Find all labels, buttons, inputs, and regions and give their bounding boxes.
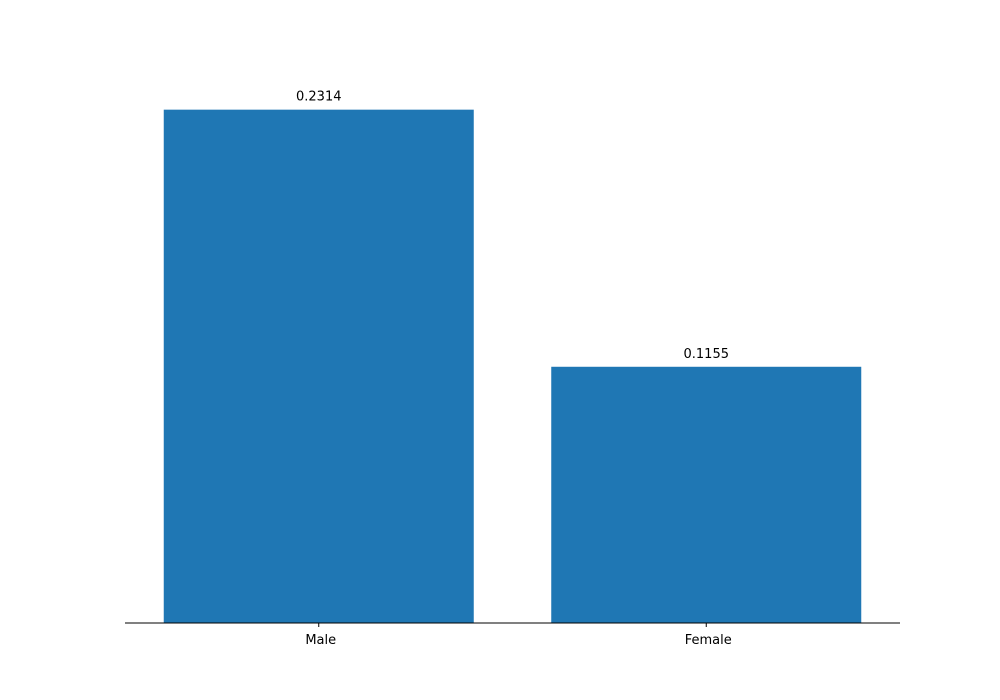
bar-male: [163, 109, 474, 623]
bar-female: [551, 366, 862, 623]
data-label-male: 0.2314: [296, 90, 342, 105]
x-ticks-group: Male Female: [305, 623, 732, 648]
bars-group: 0.2314 0.1155: [163, 90, 862, 623]
x-tick-label-male: Male: [305, 633, 336, 648]
x-tick-label-female: Female: [685, 633, 732, 648]
data-label-female: 0.1155: [684, 347, 730, 362]
